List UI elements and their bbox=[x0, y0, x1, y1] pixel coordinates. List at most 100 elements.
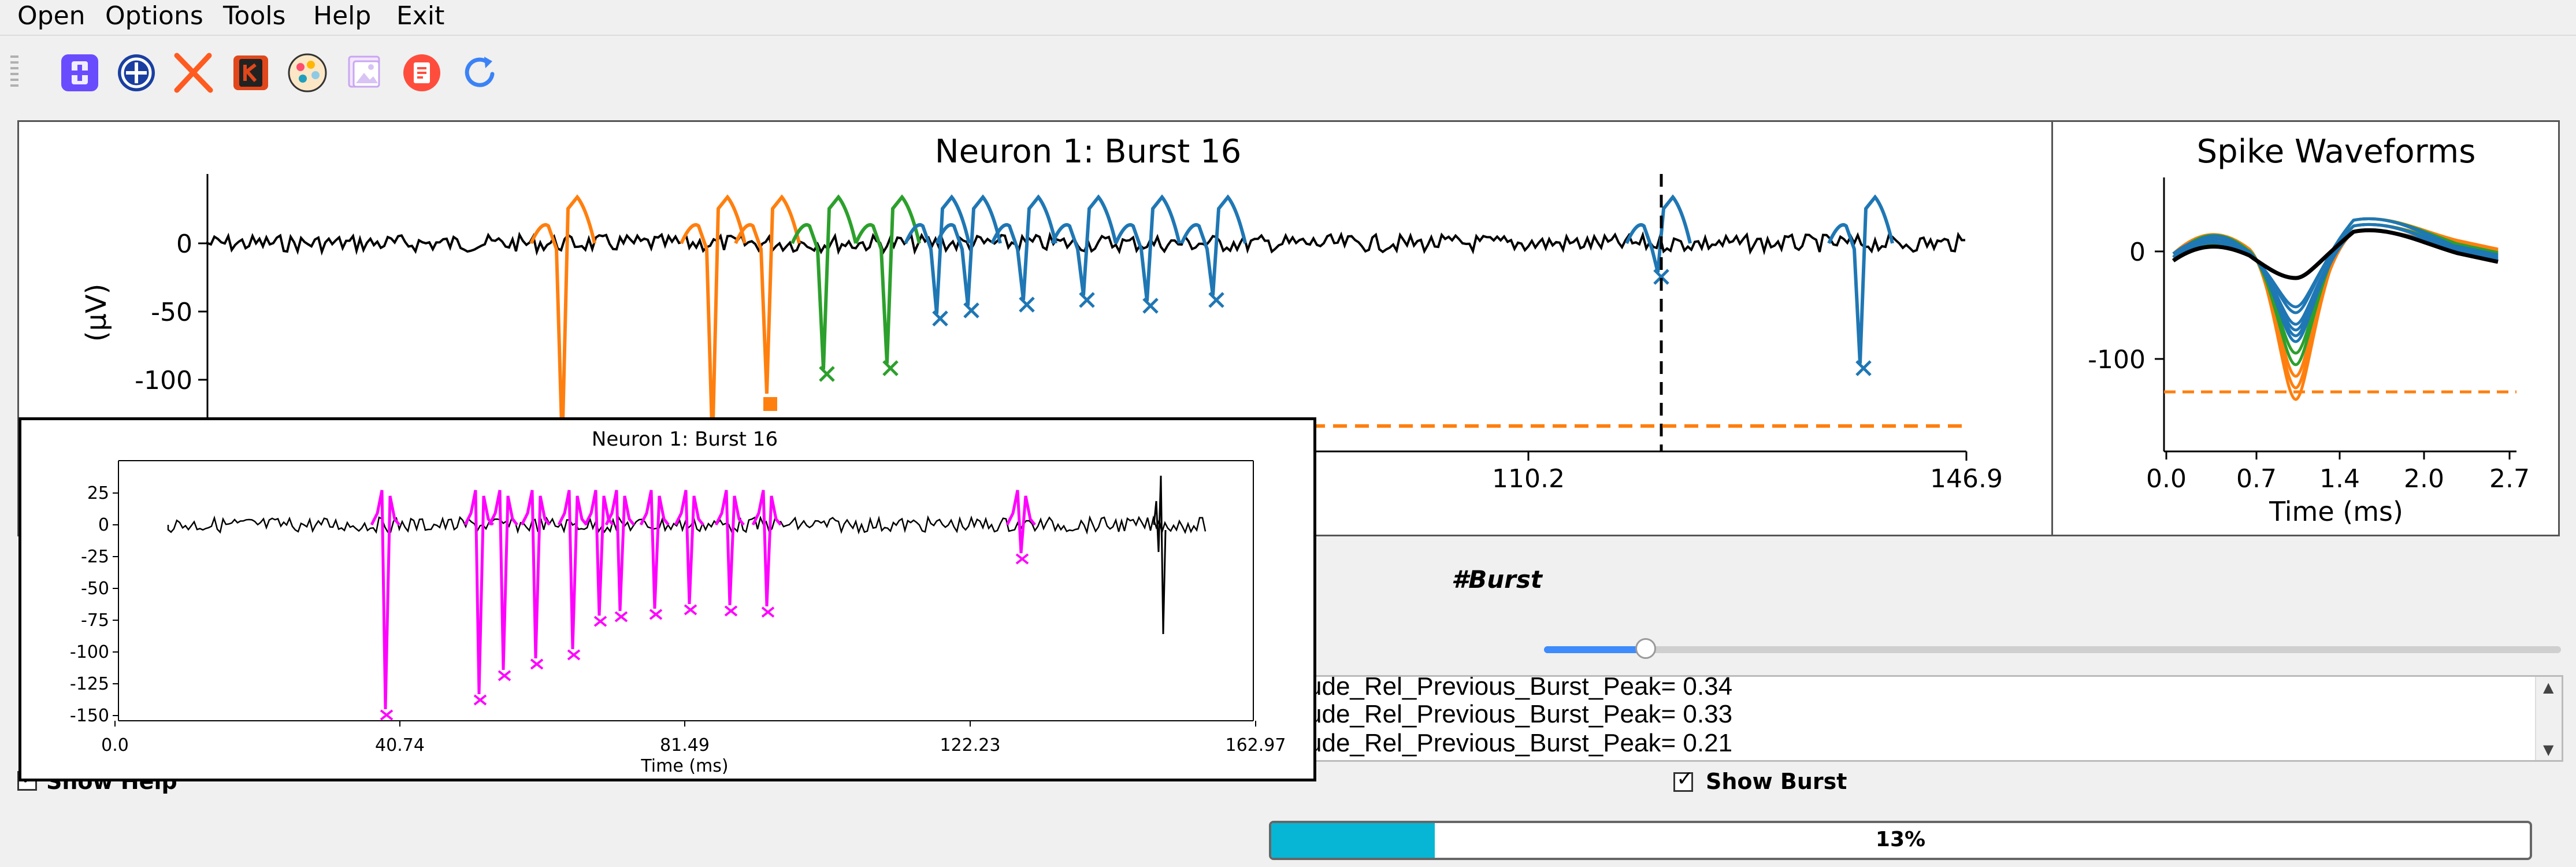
spike-segment bbox=[1625, 194, 1692, 273]
wf-xtick: 2.7 bbox=[2489, 464, 2530, 494]
scroll-down-icon[interactable]: ▼ bbox=[2543, 742, 2554, 758]
popup-peak-marker bbox=[530, 658, 544, 670]
xtick-label: 110.2 bbox=[1492, 464, 1565, 494]
wf-ytick: 0 bbox=[2129, 238, 2146, 267]
popup-spike bbox=[557, 490, 588, 650]
spike-segment bbox=[854, 194, 921, 364]
spike-peak-marker bbox=[1208, 292, 1224, 308]
popup-peak-marker bbox=[593, 616, 607, 627]
popup-ytick: -50 bbox=[81, 579, 109, 599]
burst-plot-svg: Neuron 1: Burst 16 0 -50 -100 (μV) 110.2… bbox=[80, 133, 2003, 538]
info-line: ude_Rel_Previous_Burst_Peak= 0.34 bbox=[1308, 675, 1733, 701]
spike-peak-marker bbox=[882, 360, 899, 376]
popup-spike bbox=[520, 490, 551, 659]
burst-info-textbox[interactable]: ude_Rel_Previous_Burst_Peak= 0.34 ude_Re… bbox=[1271, 675, 2563, 762]
popup-peak-marker bbox=[614, 611, 628, 623]
refresh-icon[interactable] bbox=[458, 51, 502, 95]
popup-xtick: 81.49 bbox=[660, 735, 710, 755]
spike-peak-marker bbox=[819, 366, 835, 382]
menu-bar: Open Options Tools Help Exit bbox=[0, 0, 2576, 36]
progress-bar: 13% bbox=[1269, 821, 2532, 860]
image-icon[interactable] bbox=[343, 51, 387, 95]
popup-ytick: -75 bbox=[81, 610, 109, 631]
info-line: ude_Rel_Previous_Burst_Peak= 0.33 bbox=[1308, 700, 1733, 728]
popup-trace bbox=[167, 515, 1207, 535]
show-burst-label: Show Burst bbox=[1706, 769, 1847, 794]
popup-burst-plot: Neuron 1: Burst 16 25 0 -25 -50 -75 -100… bbox=[18, 417, 1316, 781]
spike-peak-marker bbox=[1019, 297, 1035, 313]
progress-label: 13% bbox=[1875, 828, 1926, 851]
popup-peak-marker bbox=[649, 609, 663, 620]
spike-peak-marker bbox=[763, 397, 777, 411]
menu-tools[interactable]: Tools bbox=[223, 1, 286, 31]
popup-artifact-spike bbox=[1153, 475, 1167, 635]
spike-segment bbox=[990, 194, 1057, 301]
progress-fill bbox=[1271, 823, 1435, 858]
k-icon[interactable] bbox=[229, 51, 273, 95]
popup-spike bbox=[488, 490, 518, 670]
popup-spike bbox=[604, 490, 635, 612]
menu-open[interactable]: Open bbox=[17, 1, 86, 31]
menu-exit[interactable]: Exit bbox=[396, 1, 445, 31]
popup-spike bbox=[584, 490, 614, 616]
popup-peak-marker bbox=[567, 649, 581, 661]
burst-trace-group bbox=[206, 194, 1966, 446]
ytick-label: 0 bbox=[176, 229, 192, 259]
note-icon[interactable] bbox=[400, 51, 444, 95]
popup-xtick: 0.0 bbox=[101, 735, 129, 755]
cross-icon[interactable] bbox=[171, 51, 215, 95]
popup-peak-marker bbox=[1015, 553, 1029, 565]
burst-plot-ylabel: (μV) bbox=[80, 284, 113, 342]
waveform-trace bbox=[2172, 217, 2499, 314]
popup-ytick: 25 bbox=[87, 483, 109, 503]
popup-spike bbox=[463, 490, 494, 695]
burst-label: #Burst bbox=[1452, 565, 1542, 594]
burst-trace bbox=[206, 231, 1966, 256]
popup-plot-svg: Neuron 1: Burst 16 25 0 -25 -50 -75 -100… bbox=[70, 428, 1286, 776]
spike-segment bbox=[1051, 194, 1118, 296]
burst-slider[interactable] bbox=[1544, 638, 2561, 659]
spike-peak-marker bbox=[1855, 360, 1872, 376]
wf-xlabel: Time (ms) bbox=[2269, 496, 2403, 527]
wf-xtick: 2.0 bbox=[2404, 464, 2444, 494]
popup-xtick: 162.97 bbox=[1226, 735, 1286, 755]
spike-peak-marker bbox=[1079, 292, 1095, 308]
spike-segment bbox=[1827, 194, 1894, 364]
scroll-up-icon[interactable]: ▲ bbox=[2543, 679, 2554, 695]
popup-ytick: -100 bbox=[70, 642, 109, 662]
popup-peak-marker bbox=[724, 605, 738, 617]
popup-peak-marker bbox=[380, 709, 394, 721]
menu-options[interactable]: Options bbox=[105, 1, 203, 31]
waveform-plot-panel: Spike Waveforms 0 -100 0.0 0.7 1.4 2.0 2… bbox=[2051, 120, 2560, 536]
waveform-plot-svg: Spike Waveforms 0 -100 0.0 0.7 1.4 2.0 2… bbox=[2088, 133, 2530, 527]
show-burst-checkbox[interactable]: ✓ bbox=[1673, 767, 1694, 792]
toolbar-grip[interactable] bbox=[10, 55, 18, 90]
spike-peak-marker bbox=[1142, 298, 1159, 314]
spike-segment bbox=[680, 194, 747, 446]
popup-peak-marker bbox=[473, 694, 487, 706]
popup-spike bbox=[751, 490, 782, 607]
spike-segment bbox=[529, 194, 596, 446]
wf-xtick: 0.7 bbox=[2236, 464, 2277, 494]
spike-segment bbox=[1114, 194, 1181, 302]
popup-peak-marker bbox=[684, 604, 697, 616]
target-icon[interactable] bbox=[114, 51, 158, 95]
popup-spike bbox=[639, 490, 670, 609]
menu-help[interactable]: Help bbox=[313, 1, 372, 31]
wf-ytick: -100 bbox=[2088, 345, 2146, 375]
ytick-label: -100 bbox=[135, 366, 192, 395]
spike-segment bbox=[1180, 194, 1247, 296]
popup-plot-title: Neuron 1: Burst 16 bbox=[592, 428, 778, 451]
waveform-trace bbox=[2172, 228, 2499, 280]
add-icon[interactable] bbox=[58, 51, 102, 95]
spike-peak-marker bbox=[1653, 269, 1669, 285]
textbox-scrollbar[interactable]: ▲ ▼ bbox=[2535, 677, 2562, 760]
palette-icon[interactable] bbox=[285, 51, 329, 95]
popup-spike bbox=[370, 490, 400, 710]
waveform-trace-group bbox=[2172, 217, 2499, 401]
slider-handle[interactable] bbox=[1635, 638, 1656, 659]
spike-segment bbox=[790, 194, 858, 370]
burst-plot-title: Neuron 1: Burst 16 bbox=[935, 133, 1242, 171]
xtick-label: 146.9 bbox=[1930, 464, 2003, 494]
waveform-trace bbox=[2172, 223, 2499, 309]
